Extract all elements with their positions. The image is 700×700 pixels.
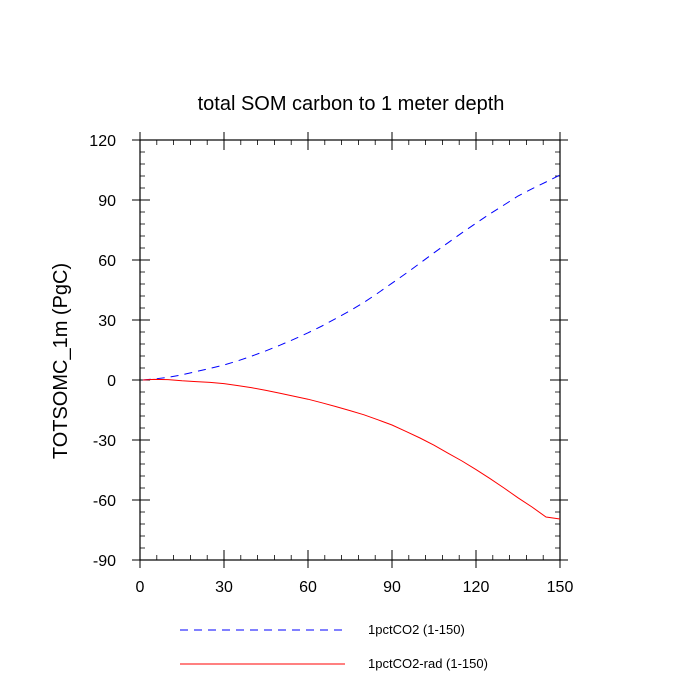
x-tick-label: 60: [299, 579, 317, 596]
series-line-1: [142, 378, 561, 520]
legend: 1pctCO2 (1-150) 1pctCO2-rad (1-150): [180, 622, 488, 671]
legend-label-0: 1pctCO2 (1-150): [368, 622, 465, 637]
legend-label-1: 1pctCO2-rad (1-150): [368, 656, 488, 671]
x-tick-label: 30: [215, 579, 233, 596]
x-tick-label: 0: [136, 579, 145, 596]
y-tick-label: -30: [93, 433, 116, 450]
data-series: [142, 174, 561, 520]
y-tick-label: 60: [98, 253, 116, 270]
y-tick-label: 90: [98, 193, 116, 210]
y-tick-label: -60: [93, 493, 116, 510]
tick-labels: 0 30 60 90 120 150 -90 -60 -30 0 30 60 90 120: [89, 133, 573, 596]
chart-title: total SOM carbon to 1 meter depth: [198, 93, 505, 115]
x-tick-label: 120: [463, 579, 490, 596]
plot-frame: [139, 139, 561, 561]
tick-marks: [132, 132, 568, 568]
y-tick-label: 30: [98, 313, 116, 330]
y-tick-label: -90: [93, 553, 116, 570]
x-tick-label: 150: [547, 579, 574, 596]
y-tick-label: 0: [107, 373, 116, 390]
x-tick-label: 90: [383, 579, 401, 596]
y-tick-label: 120: [89, 133, 116, 150]
y-axis-label: TOTSOMC_1m (PgC): [50, 263, 72, 459]
series-line-0: [142, 174, 561, 381]
